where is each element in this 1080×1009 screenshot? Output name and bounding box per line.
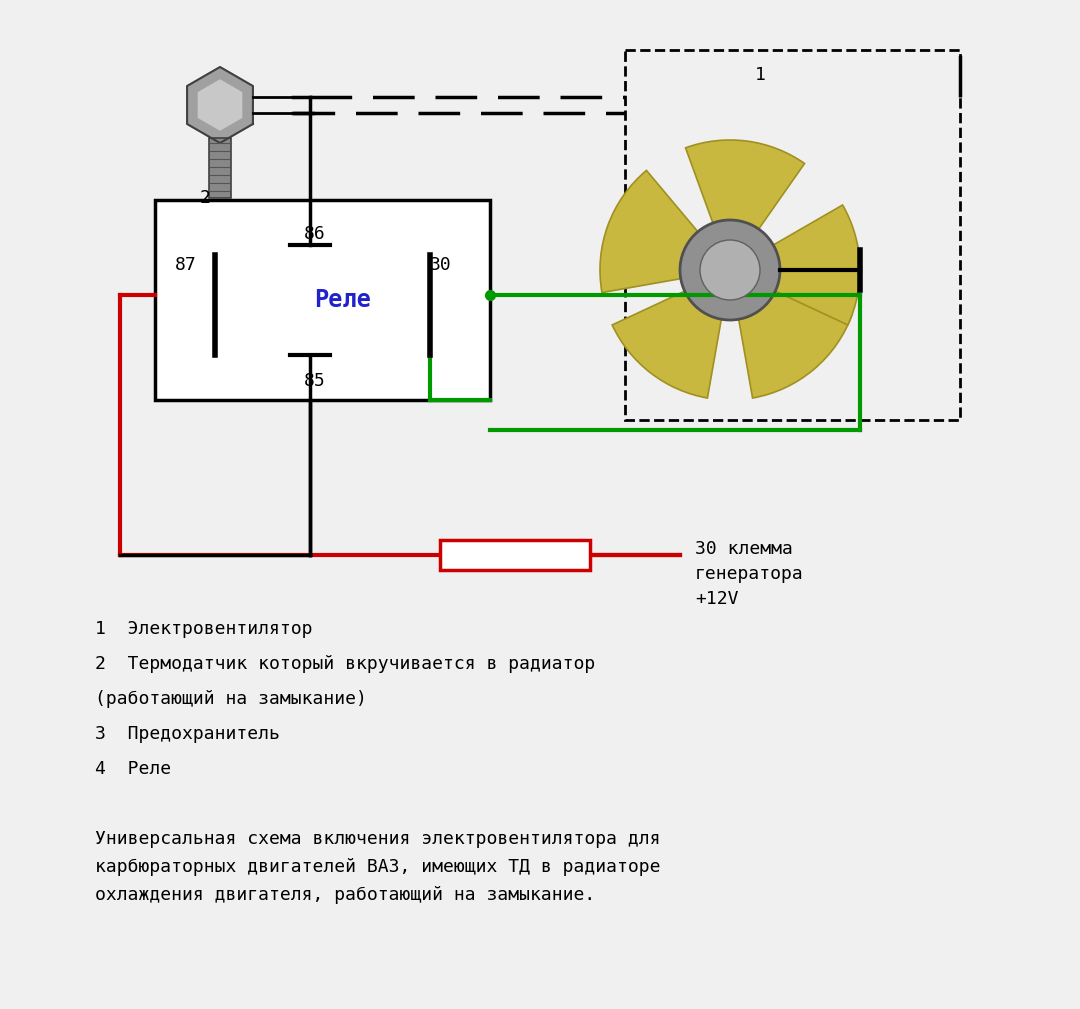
Bar xyxy=(156,200,490,400)
Circle shape xyxy=(700,240,760,300)
Polygon shape xyxy=(199,80,242,130)
Bar xyxy=(210,138,231,198)
Text: Универсальная схема включения электровентилятора для
карбюраторных двигателей ВА: Универсальная схема включения электровен… xyxy=(95,830,661,904)
Text: 1  Электровентилятор: 1 Электровентилятор xyxy=(95,620,312,638)
Text: 30 клемма
генератора
+12V: 30 клемма генератора +12V xyxy=(696,540,804,608)
Wedge shape xyxy=(612,289,723,398)
Wedge shape xyxy=(738,286,852,398)
Text: 2  Термодатчик который вкручивается в радиатор: 2 Термодатчик который вкручивается в рад… xyxy=(95,655,595,673)
Text: Реле: Реле xyxy=(314,288,372,312)
Text: 2: 2 xyxy=(200,189,211,207)
Wedge shape xyxy=(769,205,860,325)
Circle shape xyxy=(680,220,780,320)
Bar xyxy=(625,50,960,420)
Bar xyxy=(440,540,590,570)
Wedge shape xyxy=(600,171,701,293)
Polygon shape xyxy=(187,67,253,143)
Text: 87: 87 xyxy=(175,256,197,274)
Text: (работающий на замыкание): (работающий на замыкание) xyxy=(95,690,367,708)
Text: 3  Предохранитель: 3 Предохранитель xyxy=(95,725,280,743)
Text: 85: 85 xyxy=(305,372,326,390)
Text: 86: 86 xyxy=(305,225,326,243)
Text: 30: 30 xyxy=(430,256,451,274)
Wedge shape xyxy=(686,140,805,233)
Text: 4  Реле: 4 Реле xyxy=(95,760,171,778)
Text: 1: 1 xyxy=(755,66,766,84)
